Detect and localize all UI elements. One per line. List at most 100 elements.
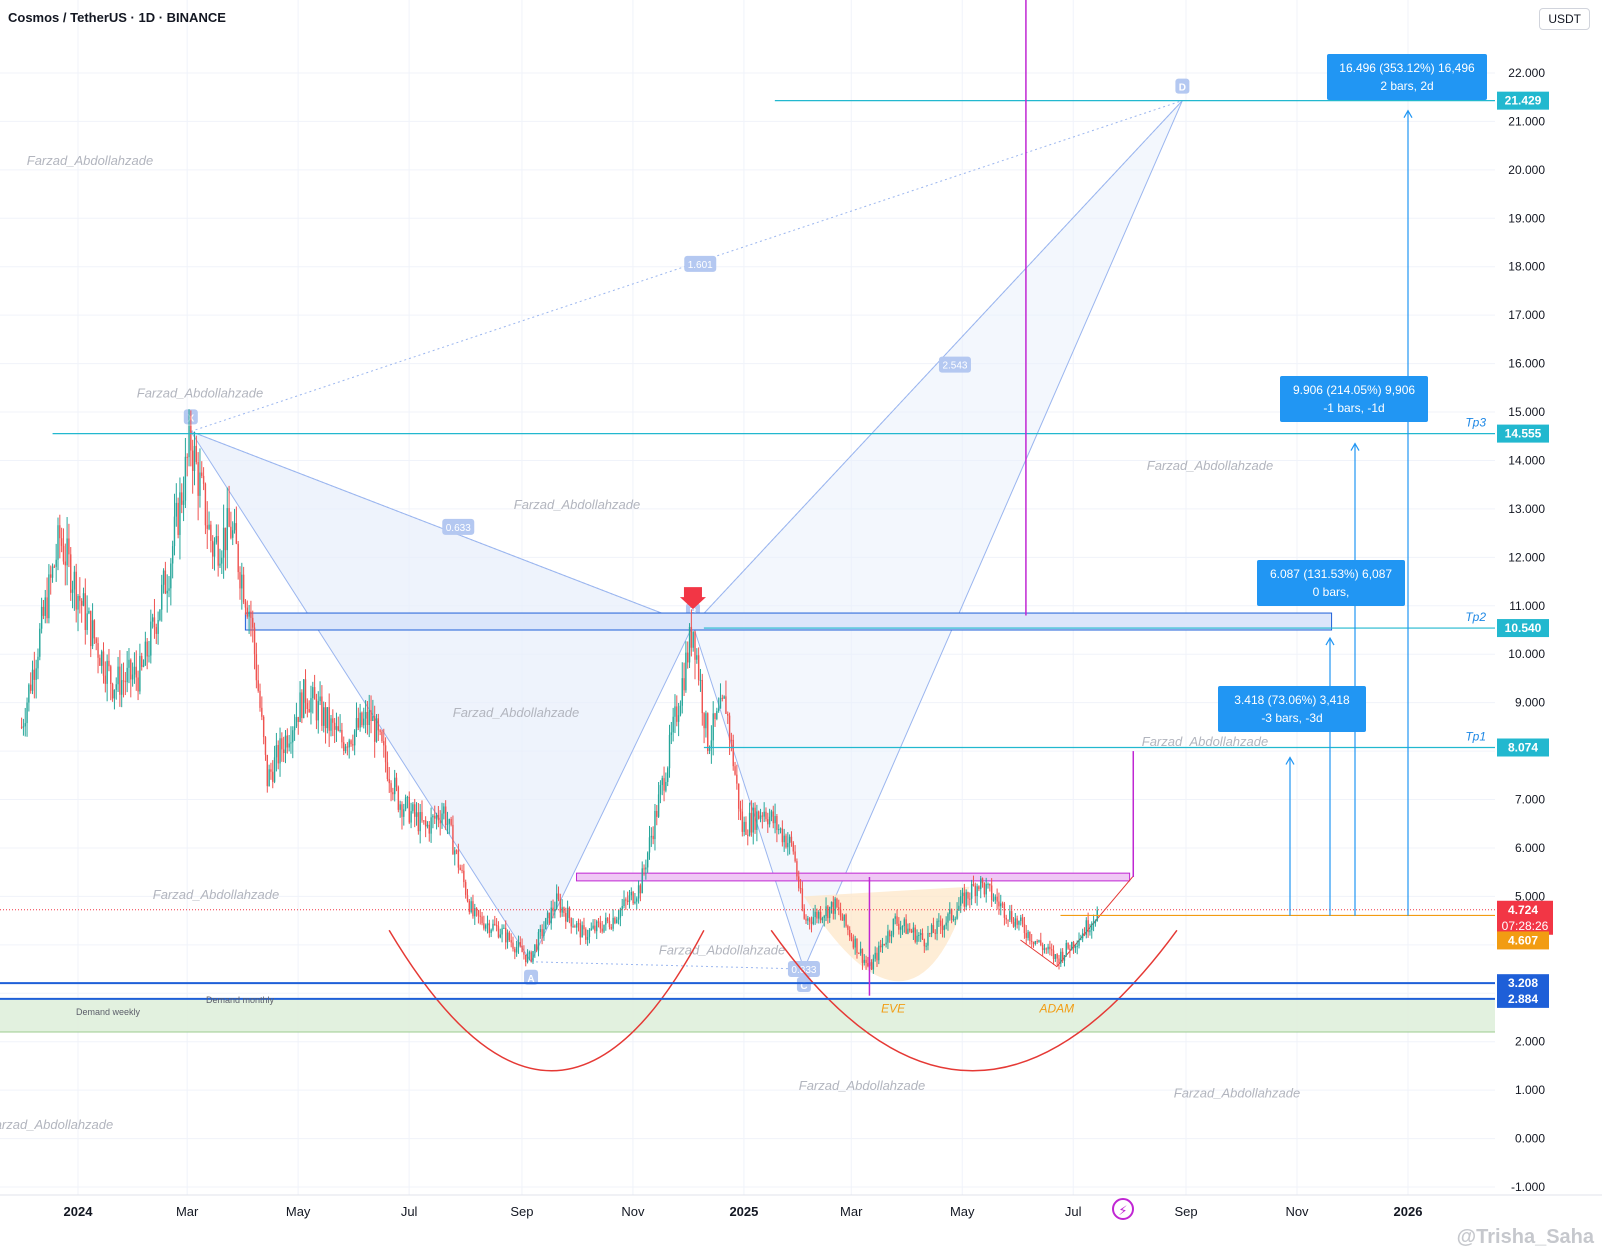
candle-body[interactable]	[528, 952, 531, 954]
candle-body[interactable]	[481, 916, 483, 924]
candle-body[interactable]	[173, 516, 176, 547]
candle-body[interactable]	[397, 787, 400, 810]
candle-body[interactable]	[896, 916, 898, 924]
candle-body[interactable]	[668, 734, 671, 769]
candle-body[interactable]	[408, 796, 410, 823]
candle-body[interactable]	[177, 502, 179, 535]
candle-body[interactable]	[728, 715, 731, 740]
candle-body[interactable]	[1049, 946, 1051, 950]
candle-body[interactable]	[392, 792, 394, 795]
candle-body[interactable]	[230, 526, 232, 538]
candle-body[interactable]	[583, 925, 585, 930]
candle-body[interactable]	[510, 940, 512, 943]
candle-body[interactable]	[932, 925, 935, 933]
candle-body[interactable]	[748, 812, 751, 836]
candle-body[interactable]	[281, 738, 283, 750]
candle-body[interactable]	[261, 707, 263, 717]
candle-body[interactable]	[1003, 903, 1006, 918]
target-measure-box[interactable]	[1218, 686, 1366, 732]
candle-body[interactable]	[703, 713, 705, 729]
candle-body[interactable]	[519, 942, 521, 946]
candle-body[interactable]	[186, 456, 188, 458]
candle-body[interactable]	[337, 726, 339, 731]
candle-body[interactable]	[1018, 921, 1020, 925]
candle-body[interactable]	[694, 631, 696, 660]
candle-body[interactable]	[330, 718, 332, 731]
candle-body[interactable]	[523, 952, 525, 955]
candle-body[interactable]	[439, 820, 441, 824]
candle-body[interactable]	[414, 804, 416, 817]
candle-body[interactable]	[909, 928, 911, 931]
candle-body[interactable]	[1000, 903, 1002, 907]
candle-body[interactable]	[60, 538, 63, 546]
candle-body[interactable]	[90, 610, 92, 647]
candle-body[interactable]	[674, 706, 676, 717]
candle-body[interactable]	[97, 643, 99, 658]
candle-body[interactable]	[446, 823, 449, 825]
candle-body[interactable]	[990, 885, 993, 900]
candle-body[interactable]	[1058, 958, 1060, 964]
candle-body[interactable]	[48, 574, 50, 619]
candle-body[interactable]	[941, 925, 944, 931]
candle-body[interactable]	[463, 870, 465, 883]
candle-body[interactable]	[676, 706, 678, 722]
candle-body[interactable]	[572, 926, 574, 928]
candle-body[interactable]	[235, 523, 238, 544]
candle-body[interactable]	[497, 926, 500, 938]
candle-body[interactable]	[241, 574, 243, 589]
candle-body[interactable]	[346, 746, 349, 748]
candle-body[interactable]	[632, 891, 634, 904]
candle-body[interactable]	[659, 785, 662, 795]
candle-body[interactable]	[756, 811, 758, 830]
candle-body[interactable]	[150, 621, 152, 656]
candle-body[interactable]	[1038, 940, 1040, 942]
candle-body[interactable]	[827, 906, 829, 919]
candle-body[interactable]	[444, 806, 447, 825]
candle-body[interactable]	[552, 907, 554, 912]
candle-body[interactable]	[77, 595, 79, 610]
candle-body[interactable]	[754, 807, 756, 830]
candle-body[interactable]	[341, 729, 343, 743]
candle-body[interactable]	[654, 810, 656, 840]
candle-body[interactable]	[559, 899, 562, 913]
candle-body[interactable]	[153, 617, 156, 628]
candle-body[interactable]	[306, 702, 309, 710]
candle-body[interactable]	[412, 804, 414, 812]
candle-body[interactable]	[133, 666, 136, 675]
candle-body[interactable]	[641, 868, 643, 894]
candle-body[interactable]	[202, 475, 205, 484]
candle-body[interactable]	[1025, 933, 1027, 938]
candle-body[interactable]	[565, 912, 567, 922]
candle-body[interactable]	[983, 883, 986, 895]
candle-body[interactable]	[994, 896, 996, 900]
candle-body[interactable]	[161, 584, 163, 610]
candle-body[interactable]	[448, 819, 450, 824]
candle-body[interactable]	[73, 571, 76, 590]
candle-body[interactable]	[879, 945, 882, 948]
candle-body[interactable]	[144, 641, 147, 666]
candle-body[interactable]	[841, 916, 844, 921]
candle-body[interactable]	[745, 821, 747, 835]
harmonic-xab[interactable]	[189, 430, 694, 963]
candle-body[interactable]	[146, 641, 148, 657]
candle-body[interactable]	[26, 702, 28, 724]
candle-body[interactable]	[616, 919, 618, 924]
candle-body[interactable]	[131, 674, 134, 680]
candle-body[interactable]	[372, 716, 374, 721]
candle-body[interactable]	[270, 769, 272, 772]
candle-body[interactable]	[386, 762, 389, 779]
candle-body[interactable]	[1005, 917, 1007, 920]
candle-body[interactable]	[876, 952, 878, 961]
pattern-point-badge[interactable]	[1175, 78, 1190, 94]
candle-body[interactable]	[692, 631, 694, 648]
candle-body[interactable]	[650, 835, 653, 838]
harmonic-bcd[interactable]	[692, 100, 1183, 971]
candle-body[interactable]	[102, 651, 105, 676]
candle-body[interactable]	[141, 655, 143, 667]
candle-body[interactable]	[936, 920, 938, 934]
candle-body[interactable]	[687, 652, 689, 663]
price-tag-tp2[interactable]	[1497, 619, 1549, 638]
candle-body[interactable]	[945, 922, 947, 926]
candle-body[interactable]	[490, 929, 492, 933]
candle-body[interactable]	[59, 525, 61, 539]
